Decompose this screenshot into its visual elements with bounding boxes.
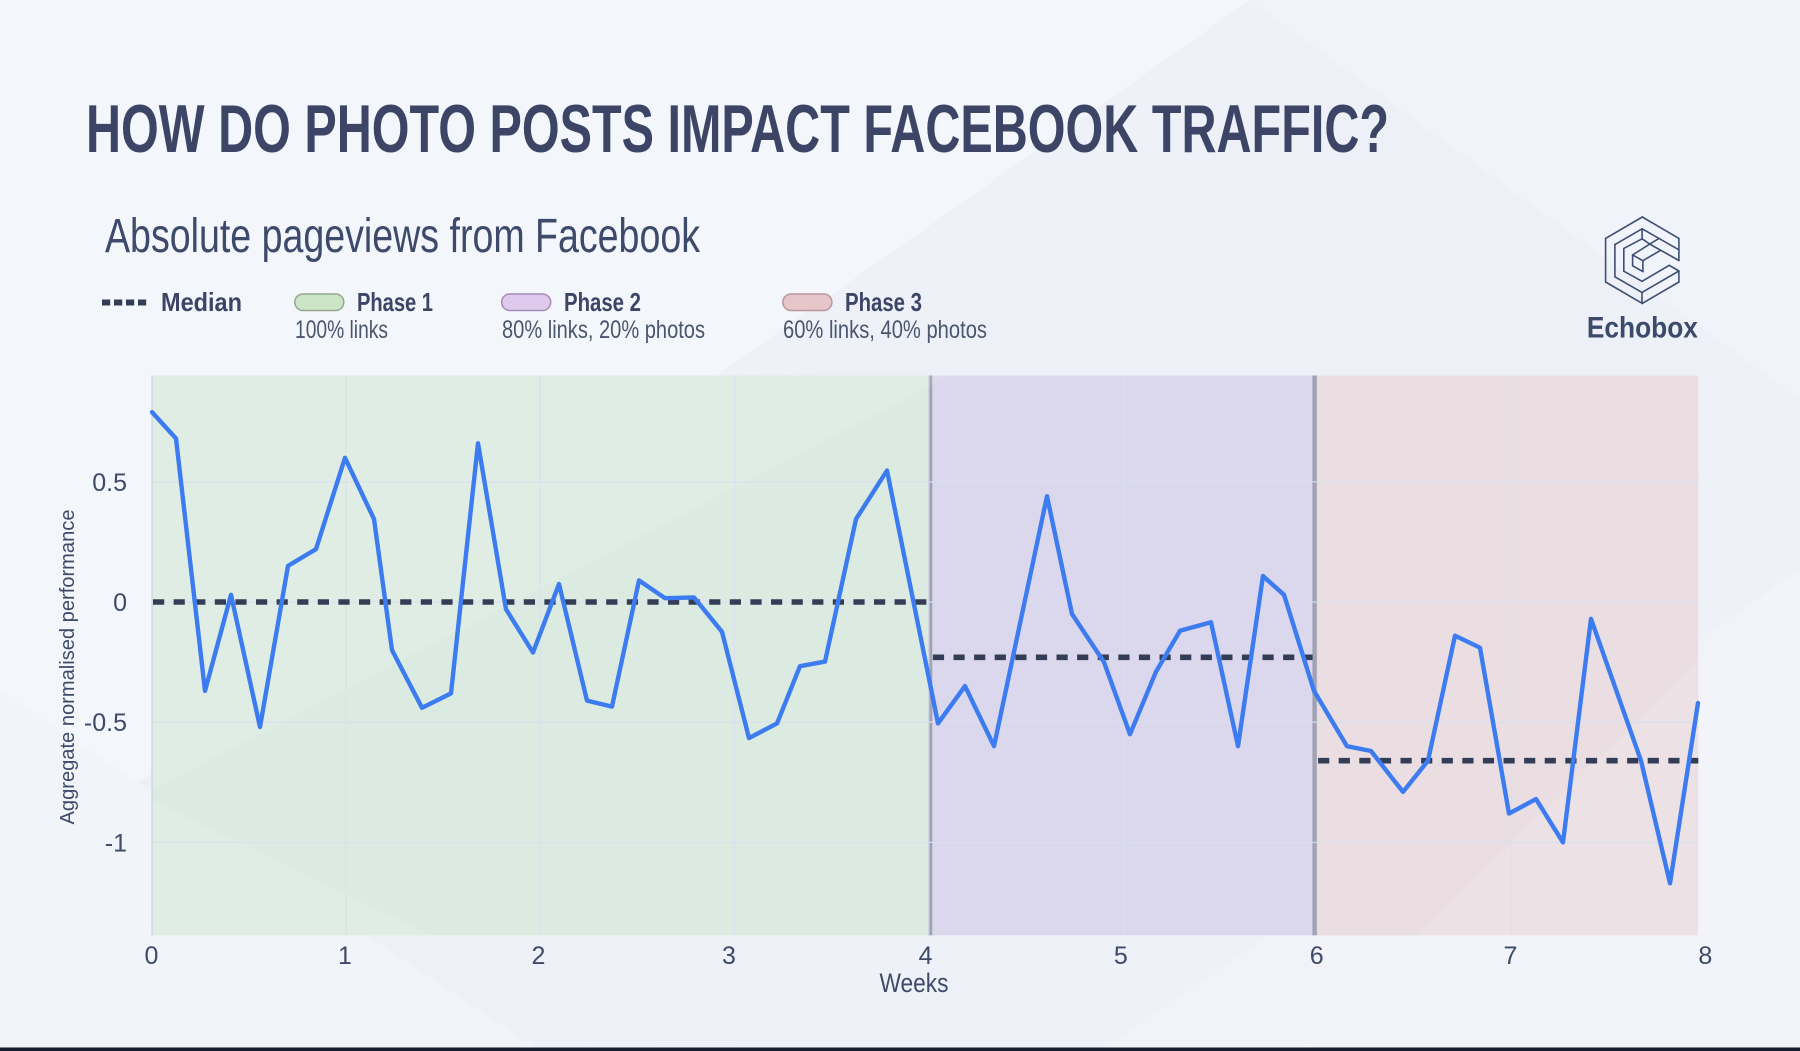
- svg-text:0.5: 0.5: [92, 469, 127, 497]
- svg-text:Weeks: Weeks: [880, 968, 949, 998]
- svg-text:60% links, 40% photos: 60% links, 40% photos: [783, 316, 987, 344]
- svg-text:Absolute pageviews from Facebo: Absolute pageviews from Facebook: [105, 210, 701, 263]
- svg-text:-1: -1: [105, 829, 127, 857]
- svg-text:Echobox: Echobox: [1587, 312, 1698, 345]
- svg-text:Phase 1: Phase 1: [357, 287, 433, 317]
- svg-text:Phase 2: Phase 2: [564, 287, 641, 317]
- svg-text:0: 0: [113, 589, 127, 617]
- svg-text:6: 6: [1310, 942, 1324, 970]
- svg-text:80% links, 20% photos: 80% links, 20% photos: [502, 316, 705, 344]
- svg-text:Aggregate normalised performan: Aggregate normalised performance: [57, 510, 79, 825]
- svg-text:HOW DO PHOTO POSTS IMPACT FACE: HOW DO PHOTO POSTS IMPACT FACEBOOK TRAFF…: [86, 91, 1389, 167]
- svg-text:1: 1: [338, 942, 352, 970]
- svg-text:7: 7: [1503, 942, 1517, 970]
- svg-text:3: 3: [722, 942, 736, 970]
- svg-text:0: 0: [145, 942, 159, 970]
- svg-text:Phase 3: Phase 3: [845, 287, 922, 317]
- svg-text:100% links: 100% links: [295, 316, 388, 344]
- svg-text:-0.5: -0.5: [84, 709, 127, 737]
- svg-text:4: 4: [919, 942, 933, 970]
- svg-text:Median: Median: [161, 287, 242, 317]
- svg-text:8: 8: [1698, 942, 1712, 970]
- svg-text:5: 5: [1114, 942, 1128, 970]
- svg-text:2: 2: [532, 942, 546, 970]
